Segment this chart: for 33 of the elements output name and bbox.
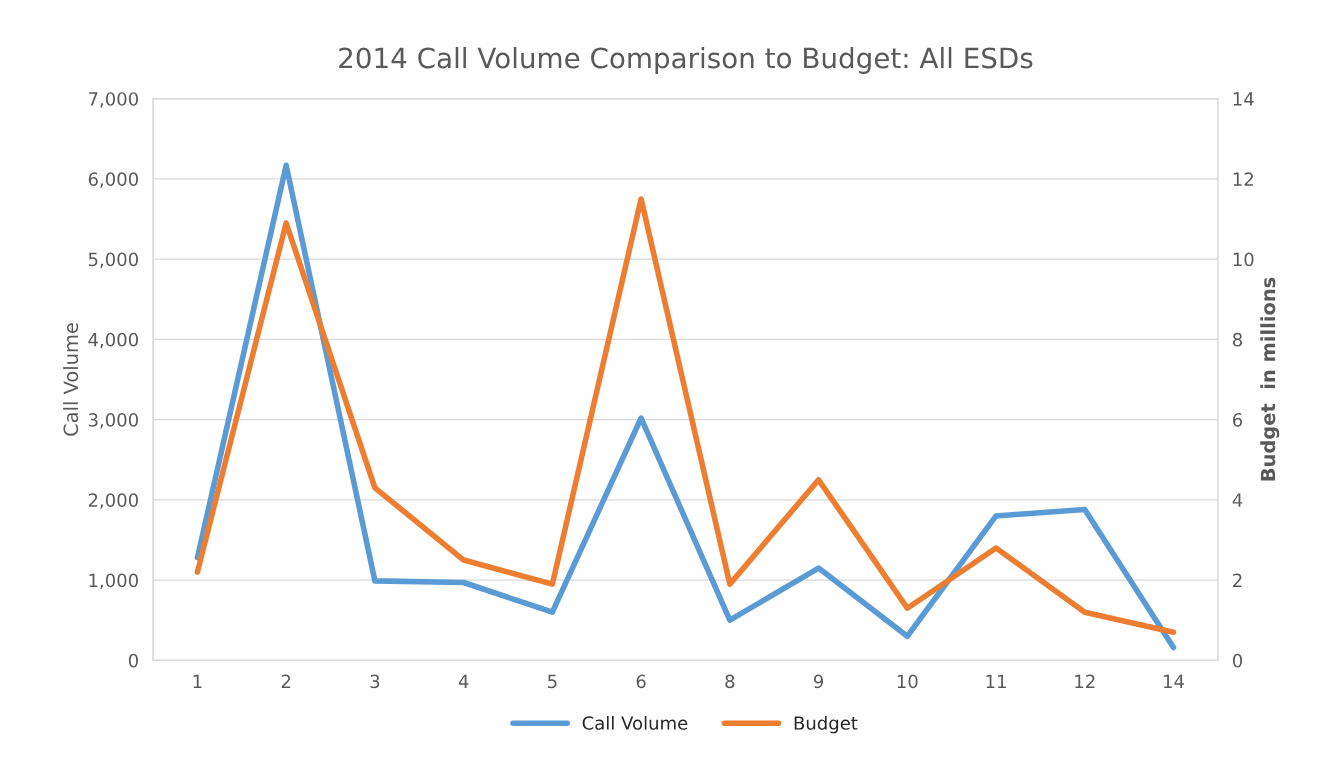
x-tick-label: 4 bbox=[458, 674, 469, 688]
y2-tick-label: 10 bbox=[1233, 252, 1254, 267]
x-tick-label: 2 bbox=[281, 674, 291, 688]
y-tick-label: 6,000 bbox=[88, 172, 138, 188]
x-tick-label: 3 bbox=[370, 674, 380, 689]
y-tick-label: 1,000 bbox=[89, 573, 138, 590]
x-tick-label: 6 bbox=[636, 674, 646, 689]
legend-label: Call Volume bbox=[582, 715, 688, 730]
y2-tick-label: 8 bbox=[1232, 332, 1243, 347]
y2-tick-label: 6 bbox=[1233, 413, 1243, 427]
x-tick-label: 8 bbox=[725, 674, 735, 689]
y-tick-label: 7,000 bbox=[88, 92, 138, 108]
y-axis-title: Call Volume bbox=[63, 323, 79, 436]
x-tick-label: 11 bbox=[986, 674, 1006, 688]
y2-tick-label: 0 bbox=[1232, 653, 1243, 668]
x-tick-label: 9 bbox=[813, 674, 824, 689]
x-tick-label: 12 bbox=[1075, 674, 1095, 688]
y-tick-label: 0 bbox=[128, 653, 138, 668]
y-tick-label: 2,000 bbox=[88, 493, 138, 509]
y2-tick-label: 2 bbox=[1233, 573, 1242, 587]
y-tick-label: 3,000 bbox=[88, 413, 138, 429]
x-tick-label: 14 bbox=[1163, 674, 1184, 688]
legend-label: Budget bbox=[794, 715, 858, 734]
y2-tick-label: 12 bbox=[1233, 172, 1253, 186]
chart-title: 2014 Call Volume Comparison to Budget: All ESDs bbox=[339, 47, 1033, 74]
x-tick-label: 10 bbox=[897, 674, 918, 689]
y-tick-label: 4,000 bbox=[88, 332, 138, 349]
y2-tick-label: 4 bbox=[1232, 493, 1243, 507]
y-tick-label: 5,000 bbox=[88, 252, 138, 269]
y2-axis-title: Budget in millions bbox=[1260, 277, 1280, 481]
x-tick-label: 5 bbox=[548, 674, 557, 689]
x-tick-label: 1 bbox=[193, 674, 202, 688]
y2-tick-label: 14 bbox=[1233, 92, 1254, 106]
